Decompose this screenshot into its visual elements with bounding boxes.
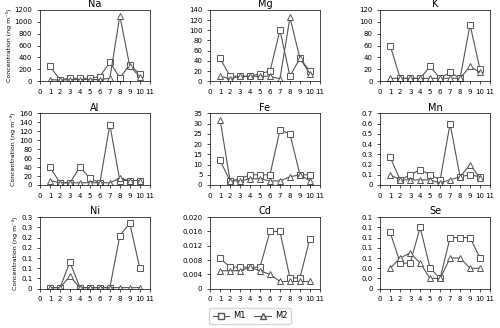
- Title: Cd: Cd: [258, 206, 272, 216]
- Title: Al: Al: [90, 103, 100, 113]
- Y-axis label: Concentration (ng m⁻³): Concentration (ng m⁻³): [6, 9, 12, 82]
- Title: K: K: [432, 0, 438, 9]
- Title: Fe: Fe: [260, 103, 270, 113]
- Title: Se: Se: [429, 206, 441, 216]
- Title: Mn: Mn: [428, 103, 442, 113]
- Title: Mg: Mg: [258, 0, 272, 9]
- Y-axis label: Concentration (ng m⁻³): Concentration (ng m⁻³): [12, 216, 18, 290]
- Title: Na: Na: [88, 0, 102, 9]
- Y-axis label: Concentration (ng m⁻³): Concentration (ng m⁻³): [10, 113, 16, 186]
- Title: Ni: Ni: [90, 206, 100, 216]
- Legend: M1, M2: M1, M2: [209, 308, 291, 324]
